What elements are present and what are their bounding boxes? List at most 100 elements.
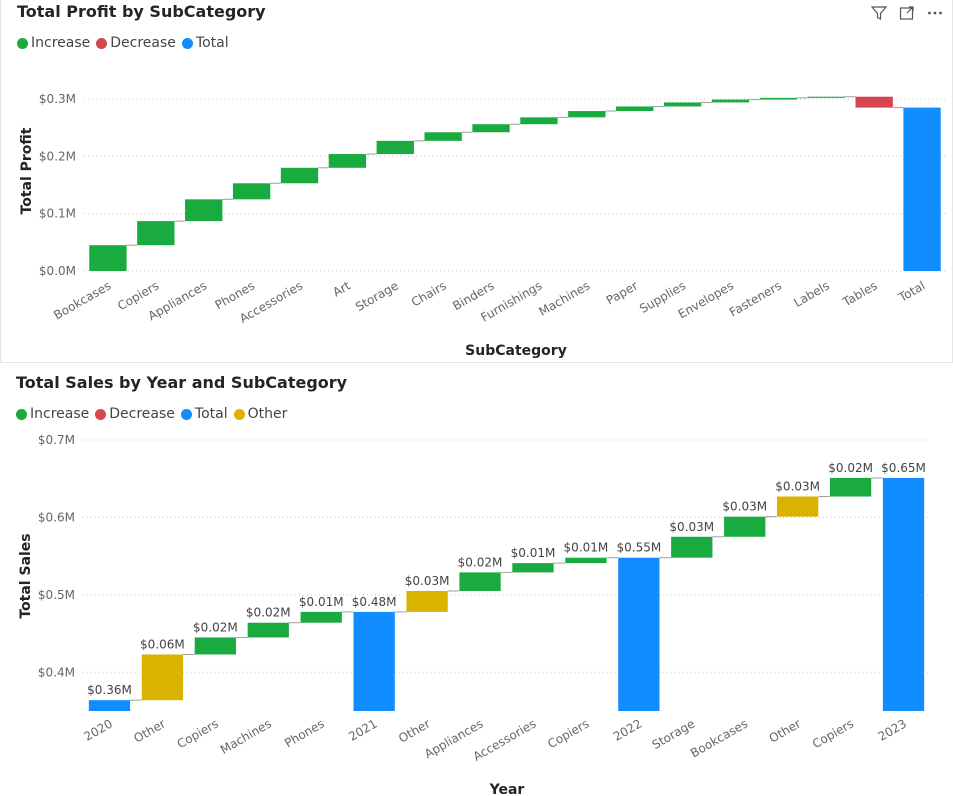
chart-legend: Increase Decrease Total Other <box>16 406 293 422</box>
legend-label: Total <box>194 406 228 422</box>
waterfall-bar-increase[interactable] <box>280 167 319 184</box>
data-label: $0.02M <box>246 606 291 620</box>
y-tick-label: $0.3M <box>39 92 76 106</box>
x-tick-label: Paper <box>604 278 640 307</box>
waterfall-bar-increase[interactable] <box>829 477 872 497</box>
waterfall-bar-decrease[interactable] <box>855 96 893 108</box>
legend-label: Other <box>247 406 288 422</box>
chart-title: Total Sales by Year and SubCategory <box>16 373 348 392</box>
waterfall-bar-increase[interactable] <box>759 97 798 100</box>
x-tick-label: Fasteners <box>727 278 784 319</box>
legend-item-decrease[interactable]: Decrease <box>95 406 175 422</box>
filter-icon[interactable] <box>870 4 888 22</box>
waterfall-bar-increase[interactable] <box>724 516 766 537</box>
waterfall-bar-other[interactable] <box>141 654 184 701</box>
waterfall-bar-total[interactable] <box>882 477 925 711</box>
data-label: $0.02M <box>828 461 873 475</box>
y-tick-label: $0.7M <box>38 433 75 447</box>
data-label: $0.55M <box>616 541 661 555</box>
visual-header-icons <box>870 4 944 22</box>
legend-item-increase[interactable]: Increase <box>16 406 89 422</box>
legend-dot <box>180 408 192 420</box>
waterfall-bar-increase[interactable] <box>300 611 342 623</box>
x-tick-label: Total <box>895 278 927 305</box>
waterfall-bar-increase[interactable] <box>89 245 127 271</box>
data-label: $0.02M <box>458 555 503 569</box>
waterfall-bar-increase[interactable] <box>616 106 654 112</box>
waterfall-bar-increase[interactable] <box>232 183 271 200</box>
legend-dot <box>96 37 108 49</box>
data-label: $0.48M <box>352 595 397 609</box>
data-label: $0.01M <box>299 595 344 609</box>
data-label: $0.36M <box>87 683 132 697</box>
x-tick-label: 2021 <box>346 716 379 743</box>
x-tick-label: Copiers <box>810 716 856 751</box>
legend-item-decrease[interactable]: Decrease <box>96 35 176 51</box>
data-label: $0.03M <box>722 500 767 514</box>
data-label: $0.03M <box>669 520 714 534</box>
waterfall-bar-increase[interactable] <box>472 124 510 133</box>
x-tick-label: Other <box>396 716 433 745</box>
x-tick-label: Machines <box>536 278 592 318</box>
legend-dot <box>181 37 193 49</box>
waterfall-bar-increase[interactable] <box>512 563 554 573</box>
waterfall-bar-increase[interactable] <box>663 102 702 107</box>
waterfall-bar-increase[interactable] <box>137 221 175 246</box>
waterfall-bar-total[interactable] <box>618 557 660 711</box>
waterfall-bar-increase[interactable] <box>328 154 367 168</box>
waterfall-bar-increase[interactable] <box>185 199 223 222</box>
profit-waterfall-chart: $0.0M$0.1M$0.2M$0.3M Bookcases CopiersApp… <box>19 92 946 359</box>
x-axis-title: Year <box>489 782 525 796</box>
chart-title: Total Profit by SubCategory <box>17 2 266 21</box>
waterfall-bar-increase[interactable] <box>520 117 558 125</box>
sales-waterfall-visual[interactable]: Total Sales by Year and SubCategory Incr… <box>0 364 953 796</box>
waterfall-bar-increase[interactable] <box>424 132 462 141</box>
waterfall-bar-other[interactable] <box>777 496 819 517</box>
x-tick-label: Other <box>131 716 168 745</box>
waterfall-bar-increase[interactable] <box>565 557 607 564</box>
waterfall-bar-increase[interactable] <box>568 111 606 118</box>
waterfall-bar-total[interactable] <box>903 107 941 271</box>
data-label: $0.01M <box>564 541 609 555</box>
data-label: $0.02M <box>193 620 238 634</box>
legend-dot <box>16 408 27 420</box>
waterfall-bar-other[interactable] <box>406 590 448 612</box>
x-tick-label: 2023 <box>876 716 909 743</box>
x-axis-title: SubCategory <box>465 343 567 359</box>
x-tick-label: Other <box>767 716 804 745</box>
y-tick-label: $0.2M <box>39 149 76 163</box>
x-tick-label: Labels <box>791 278 831 309</box>
y-tick-label: $0.6M <box>38 510 75 524</box>
waterfall-bar-increase[interactable] <box>376 140 414 155</box>
waterfall-bar-increase[interactable] <box>671 536 713 558</box>
x-tick-label: Bookcases <box>51 278 113 322</box>
legend-item-other[interactable]: Other <box>233 406 288 422</box>
waterfall-bar-increase[interactable] <box>247 622 289 638</box>
x-tick-label: Storage <box>353 278 401 314</box>
profit-waterfall-visual[interactable]: Total Profit by SubCategory Increase Dec… <box>0 0 953 363</box>
waterfall-bar-increase[interactable] <box>807 96 845 98</box>
more-options-icon[interactable] <box>926 4 944 22</box>
sales-waterfall-chart: $0.4M $0.5M $0.6M $0.7M $0.36M $0.06M $0.02M $… <box>18 433 930 796</box>
x-tick-label: Bookcases <box>688 716 750 760</box>
x-tick-label: 2022 <box>611 716 644 743</box>
y-tick-label: $0.1M <box>39 207 76 221</box>
legend-label: Increase <box>31 35 91 51</box>
legend-label: Increase <box>30 406 90 422</box>
focus-mode-icon[interactable] <box>898 4 916 22</box>
legend-dot <box>233 408 245 420</box>
x-tick-label: 2020 <box>82 716 115 743</box>
waterfall-bar-increase[interactable] <box>194 637 236 655</box>
data-label: $0.03M <box>775 480 820 494</box>
waterfall-bar-total[interactable] <box>88 700 131 711</box>
data-label: $0.03M <box>405 574 450 588</box>
waterfall-bar-total[interactable] <box>353 611 395 711</box>
x-tick-label: Tables <box>840 278 880 309</box>
legend-item-total[interactable]: Total <box>180 406 228 422</box>
legend-item-total[interactable]: Total <box>181 35 229 51</box>
waterfall-bar-increase[interactable] <box>711 99 750 103</box>
waterfall-bar-increase[interactable] <box>459 572 501 591</box>
x-tick-label: Machines <box>218 716 274 756</box>
legend-item-increase[interactable]: Increase <box>17 35 90 51</box>
y-tick-label: $0.5M <box>38 588 75 602</box>
